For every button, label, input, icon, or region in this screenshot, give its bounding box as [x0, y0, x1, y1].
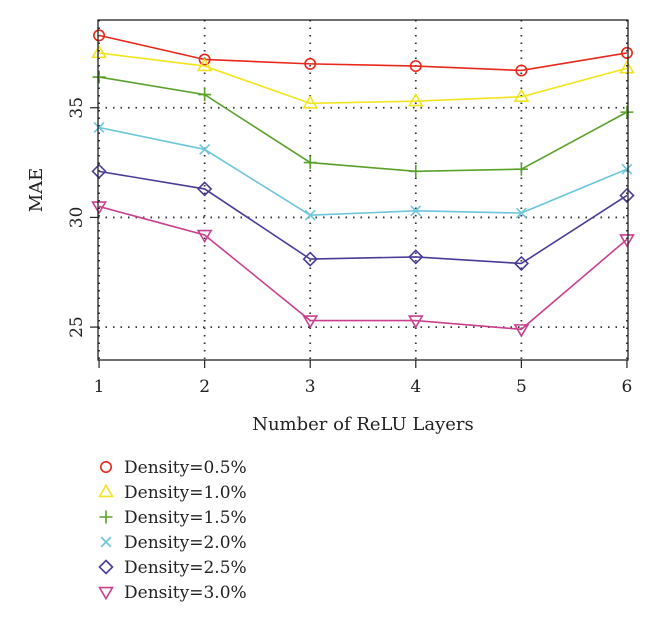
- legend-label: Density=2.0%: [124, 533, 247, 553]
- grid: [98, 20, 628, 360]
- circle-marker: [100, 460, 113, 473]
- legend-item: Density=1.5%: [99, 508, 247, 528]
- series-line: [98, 52, 628, 105]
- series-line: [98, 76, 628, 173]
- series-5: [91, 163, 635, 272]
- diamond-marker: [91, 163, 107, 179]
- legend-item: Density=1.0%: [98, 483, 247, 503]
- series-4: [93, 122, 633, 221]
- plus-marker: [99, 510, 113, 524]
- plus-marker: [620, 105, 634, 119]
- triangle-up-marker: [407, 92, 424, 107]
- legend-item: Density=2.0%: [100, 533, 247, 553]
- plus-marker: [514, 162, 528, 176]
- triangle-down-marker: [98, 586, 114, 601]
- series-line: [98, 205, 628, 331]
- y-tick-label: 30: [67, 207, 87, 229]
- diamond-marker: [197, 181, 213, 197]
- triangle-up-marker: [91, 44, 107, 59]
- diamond-marker: [98, 559, 114, 575]
- triangle-down-marker: [302, 315, 319, 329]
- x-tick-label: 5: [516, 377, 527, 397]
- triangle-down-marker: [619, 234, 635, 248]
- triangle-up-marker: [513, 88, 530, 102]
- x-tick-label: 1: [94, 377, 105, 397]
- diamond-marker: [302, 251, 318, 267]
- x-marker: [100, 536, 112, 548]
- series-line: [98, 170, 628, 265]
- x-marker: [410, 205, 422, 217]
- series-1: [93, 29, 633, 77]
- y-tick-label: 25: [67, 316, 87, 338]
- triangle-down-marker: [196, 229, 213, 244]
- x-axis-title: Number of ReLU Layers: [252, 414, 474, 435]
- triangle-up-marker: [196, 57, 213, 72]
- y-axis-title: MAE: [26, 168, 47, 213]
- legend-label: Density=0.5%: [124, 458, 247, 478]
- legend-label: Density=3.0%: [124, 583, 247, 603]
- legend-label: Density=1.5%: [124, 508, 247, 528]
- diamond-marker: [513, 255, 529, 272]
- plus-marker: [92, 70, 106, 84]
- circle-marker: [304, 57, 317, 70]
- diamond-marker: [619, 187, 635, 204]
- plus-marker: [198, 88, 212, 102]
- circle-marker: [515, 64, 528, 77]
- series-3: [92, 70, 634, 178]
- plus-marker: [303, 156, 317, 170]
- plus-marker: [409, 164, 423, 178]
- x-marker: [621, 163, 633, 175]
- legend-item: Density=3.0%: [98, 583, 247, 603]
- x-marker: [515, 207, 527, 219]
- triangle-up-marker: [302, 95, 319, 109]
- triangle-up-marker: [619, 60, 635, 74]
- series-line: [98, 126, 628, 217]
- series-6: [91, 201, 635, 338]
- x-tick-label: 6: [622, 377, 633, 397]
- series-lines: [91, 29, 635, 338]
- x-marker: [304, 209, 316, 221]
- circle-marker: [620, 46, 633, 59]
- x-tick-label: 4: [410, 377, 421, 397]
- series-2: [91, 44, 635, 109]
- legend-item: Density=0.5%: [100, 458, 247, 478]
- legend: Density=0.5% Density=1.0% Density=1.5% Dens…: [98, 458, 247, 603]
- legend-label: Density=1.0%: [124, 483, 247, 503]
- triangle-down-marker: [91, 201, 107, 215]
- legend-item: Density=2.5%: [98, 558, 247, 578]
- triangle-down-marker: [407, 315, 424, 329]
- y-tick-label: 35: [67, 97, 87, 119]
- x-tick-label: 2: [199, 377, 210, 397]
- diamond-marker: [408, 249, 424, 265]
- x-marker: [93, 122, 105, 133]
- axes: 1 2 3 4 5 6 25 30 35: [67, 97, 632, 397]
- x-tick-label: 3: [305, 377, 316, 397]
- circle-marker: [409, 60, 422, 73]
- circle-marker: [198, 53, 211, 66]
- x-marker: [199, 143, 211, 155]
- series-line: [98, 34, 628, 72]
- triangle-up-marker: [98, 483, 114, 498]
- triangle-down-marker: [513, 324, 530, 338]
- plot-frame: [97, 19, 629, 361]
- legend-label: Density=2.5%: [124, 558, 247, 578]
- circle-marker: [93, 29, 106, 42]
